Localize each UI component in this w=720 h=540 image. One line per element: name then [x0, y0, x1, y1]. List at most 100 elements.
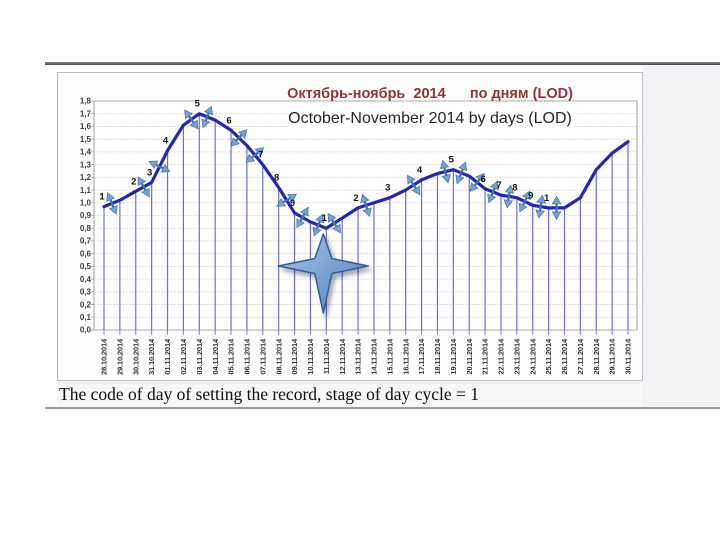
bottom-divider-line: [45, 407, 720, 409]
svg-text:01.11.2014: 01.11.2014: [163, 338, 172, 375]
svg-text:0,0: 0,0: [80, 326, 92, 335]
trend-arrows: [106, 105, 562, 237]
svg-text:0,1: 0,1: [80, 313, 92, 322]
lod-line-chart: 1,8 1,7 1,6 1,5 1,4 1,3 1,2 1,1 1,0 0,9 0,8 0,7 0,6 0…: [80, 86, 638, 375]
svg-text:2: 2: [131, 176, 136, 187]
trend-arrow-icon: [469, 172, 485, 192]
trend-arrow-icon: [230, 129, 248, 147]
svg-text:0,3: 0,3: [80, 288, 92, 297]
svg-text:1: 1: [544, 193, 550, 204]
svg-text:9: 9: [528, 190, 533, 201]
trend-arrow-icon: [518, 190, 531, 213]
svg-text:1,1: 1,1: [80, 186, 92, 195]
svg-text:17.11.2014: 17.11.2014: [417, 338, 426, 375]
star-annotation: [277, 233, 370, 314]
gridlines: [94, 100, 637, 331]
trend-arrow-icon: [276, 193, 297, 207]
trend-arrow-icon: [503, 184, 515, 209]
svg-text:11.11.2014: 11.11.2014: [322, 338, 331, 374]
svg-text:10.11.2014: 10.11.2014: [306, 338, 315, 375]
chart-right-gutter: [643, 66, 720, 407]
trend-arrow-icon: [137, 176, 150, 198]
svg-text:08.11.2014: 08.11.2014: [274, 338, 283, 375]
svg-text:24.11.2014: 24.11.2014: [528, 338, 537, 375]
svg-text:1: 1: [99, 192, 105, 203]
svg-text:1,0: 1,0: [80, 198, 92, 207]
svg-text:2: 2: [353, 193, 358, 204]
svg-text:8: 8: [512, 183, 517, 194]
svg-text:16.11.2014: 16.11.2014: [401, 338, 410, 375]
svg-text:21.11.2014: 21.11.2014: [481, 338, 490, 375]
svg-text:03.11.2014: 03.11.2014: [195, 338, 204, 375]
svg-text:3: 3: [385, 183, 390, 194]
svg-text:22.11.2014: 22.11.2014: [497, 338, 506, 375]
svg-text:1,4: 1,4: [80, 148, 92, 157]
svg-text:9: 9: [290, 198, 295, 209]
svg-text:0,5: 0,5: [80, 262, 92, 271]
svg-text:02.11.2014: 02.11.2014: [179, 338, 188, 375]
subtitle-backing: [288, 108, 573, 128]
svg-text:1,3: 1,3: [80, 160, 92, 169]
svg-text:0,6: 0,6: [80, 249, 92, 258]
trend-arrow-icon: [439, 159, 451, 184]
svg-text:28.11.2014: 28.11.2014: [592, 338, 601, 375]
svg-text:0,4: 0,4: [80, 275, 92, 284]
svg-text:14.11.2014: 14.11.2014: [370, 338, 379, 375]
svg-text:1,7: 1,7: [80, 109, 92, 118]
svg-text:0,9: 0,9: [80, 211, 92, 220]
trend-arrow-icon: [327, 212, 341, 234]
svg-text:28.10.2014: 28.10.2014: [100, 338, 109, 375]
trend-arrow-icon: [487, 180, 499, 204]
svg-text:8: 8: [274, 173, 279, 184]
trend-arrow-icon: [148, 160, 171, 173]
svg-text:6: 6: [226, 115, 231, 126]
svg-text:0,8: 0,8: [80, 224, 92, 233]
svg-text:3: 3: [147, 167, 152, 178]
svg-text:13.11.2014: 13.11.2014: [354, 338, 363, 375]
svg-text:7: 7: [496, 180, 501, 191]
caption-text: The code of day of setting the record, s…: [59, 384, 479, 404]
svg-text:1,5: 1,5: [80, 135, 92, 144]
svg-text:7: 7: [258, 150, 263, 161]
trend-arrow-icon: [296, 206, 309, 229]
chart-title-en: October-November 2014 by days (LOD): [288, 110, 572, 127]
trend-arrow-icon: [312, 213, 325, 237]
trend-arrow-icon: [245, 147, 265, 163]
svg-text:09.11.2014: 09.11.2014: [290, 338, 299, 375]
svg-text:1,2: 1,2: [80, 173, 92, 182]
x-axis-labels: 28.10.2014 29.10.2014 30.10.2014 31.10.2014…: [100, 330, 633, 375]
svg-text:30.11.2014: 30.11.2014: [624, 338, 633, 375]
svg-text:29.10.2014: 29.10.2014: [115, 338, 124, 375]
svg-text:04.11.2014: 04.11.2014: [211, 338, 220, 375]
svg-text:6: 6: [480, 174, 485, 185]
svg-text:06.11.2014: 06.11.2014: [243, 338, 252, 375]
svg-text:19.11.2014: 19.11.2014: [449, 338, 458, 375]
svg-text:0,7: 0,7: [80, 237, 92, 246]
svg-text:30.10.2014: 30.10.2014: [131, 338, 140, 375]
svg-text:0,2: 0,2: [80, 300, 92, 309]
trend-arrow-icon: [360, 193, 372, 217]
trend-arrow-icon: [551, 195, 562, 221]
svg-text:5: 5: [449, 155, 455, 166]
svg-text:20.11.2014: 20.11.2014: [465, 338, 474, 375]
svg-text:5: 5: [195, 99, 201, 110]
svg-text:27.11.2014: 27.11.2014: [576, 338, 585, 375]
svg-text:07.11.2014: 07.11.2014: [258, 338, 267, 375]
trend-arrow-icon: [455, 161, 468, 185]
svg-text:29.11.2014: 29.11.2014: [608, 338, 617, 375]
svg-text:1,8: 1,8: [80, 97, 92, 106]
svg-text:4: 4: [417, 165, 423, 176]
svg-text:05.11.2014: 05.11.2014: [227, 338, 236, 375]
svg-text:25.11.2014: 25.11.2014: [544, 338, 553, 375]
svg-text:4: 4: [163, 136, 169, 147]
svg-text:1,6: 1,6: [80, 122, 92, 131]
trend-arrow-icon: [535, 194, 546, 219]
svg-text:23.11.2014: 23.11.2014: [512, 338, 521, 375]
svg-text:1: 1: [322, 213, 328, 224]
trend-arrow-icon: [407, 174, 421, 196]
chart-title-ru: Октябрь-ноябрь 2014 по дням (LOD): [287, 86, 573, 102]
trend-arrow-icon: [184, 109, 199, 130]
caption-bar: The code of day of setting the record, s…: [57, 382, 643, 407]
